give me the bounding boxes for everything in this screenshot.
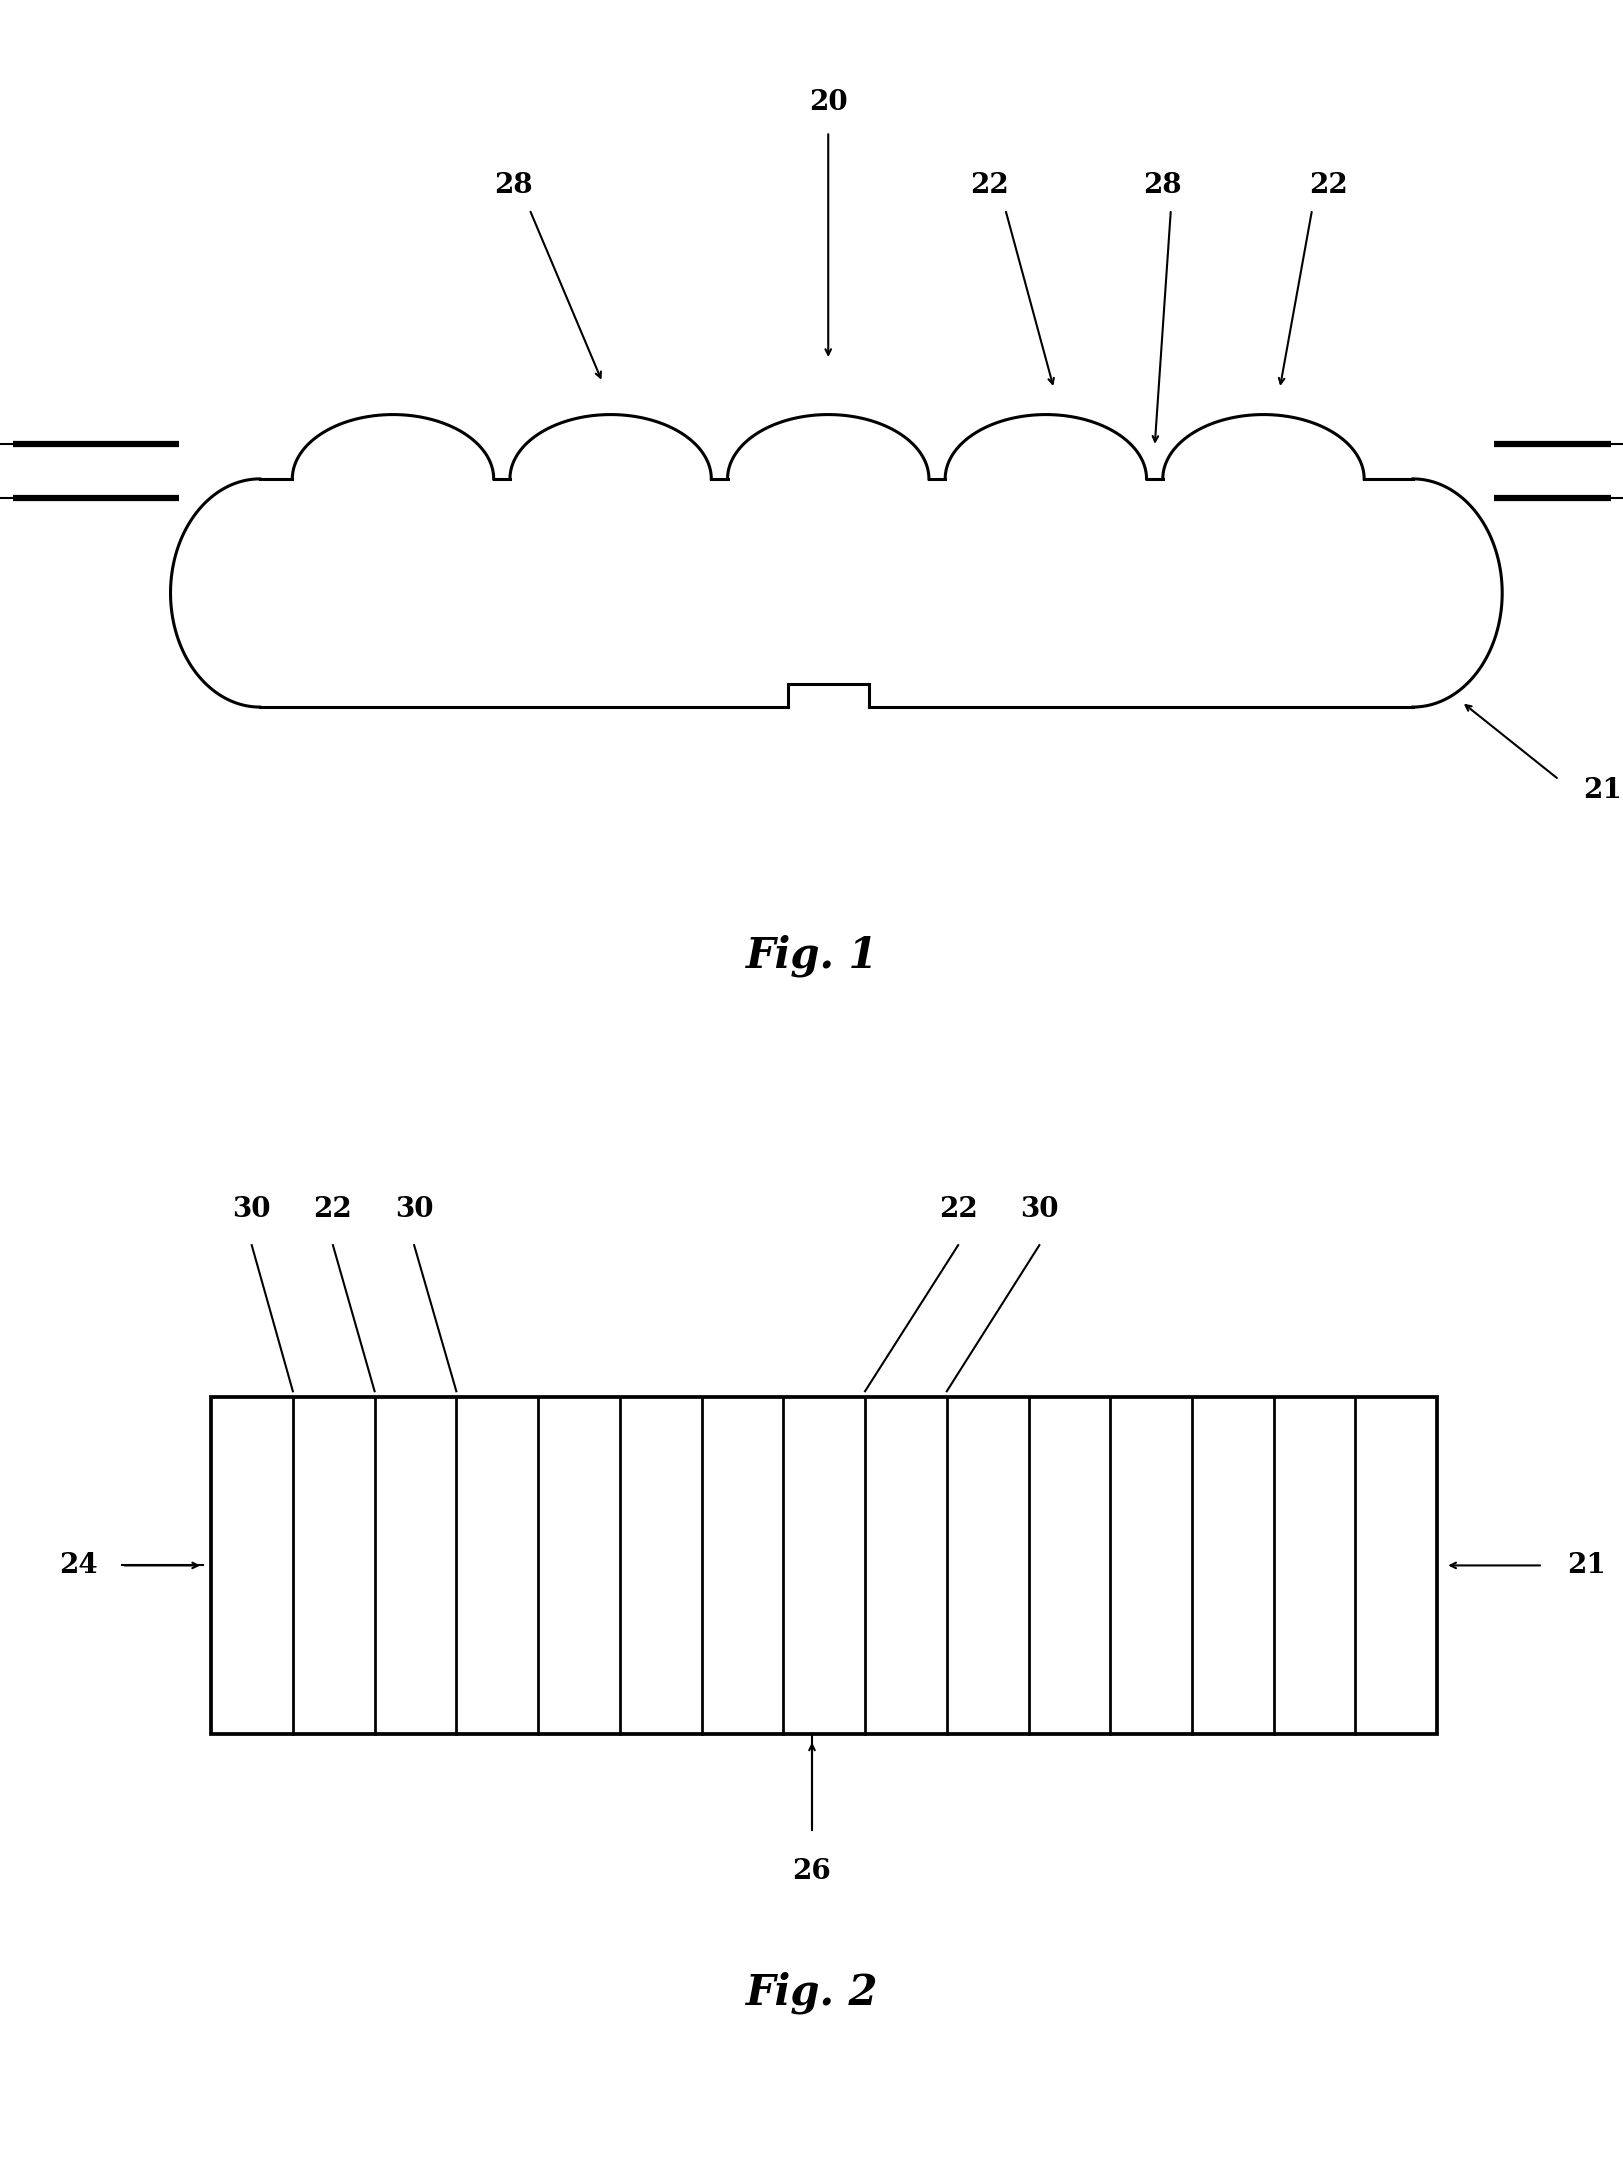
- Text: 20: 20: [808, 89, 847, 117]
- Text: 24: 24: [58, 1552, 97, 1580]
- Text: 22: 22: [313, 1195, 352, 1223]
- Text: Fig. 2: Fig. 2: [745, 1971, 878, 2014]
- Text: 21: 21: [1566, 1552, 1605, 1580]
- Text: Fig. 1: Fig. 1: [745, 936, 878, 977]
- Text: 30: 30: [232, 1195, 271, 1223]
- Text: 22: 22: [1308, 173, 1347, 199]
- Text: 28: 28: [1143, 173, 1182, 199]
- Text: 28: 28: [493, 173, 532, 199]
- Text: 22: 22: [938, 1195, 977, 1223]
- Bar: [211, 1396, 1436, 1733]
- Text: 30: 30: [1019, 1195, 1058, 1223]
- Text: 30: 30: [394, 1195, 433, 1223]
- Text: 22: 22: [969, 173, 1008, 199]
- Text: 21: 21: [1582, 776, 1621, 804]
- Text: 26: 26: [792, 1858, 831, 1884]
